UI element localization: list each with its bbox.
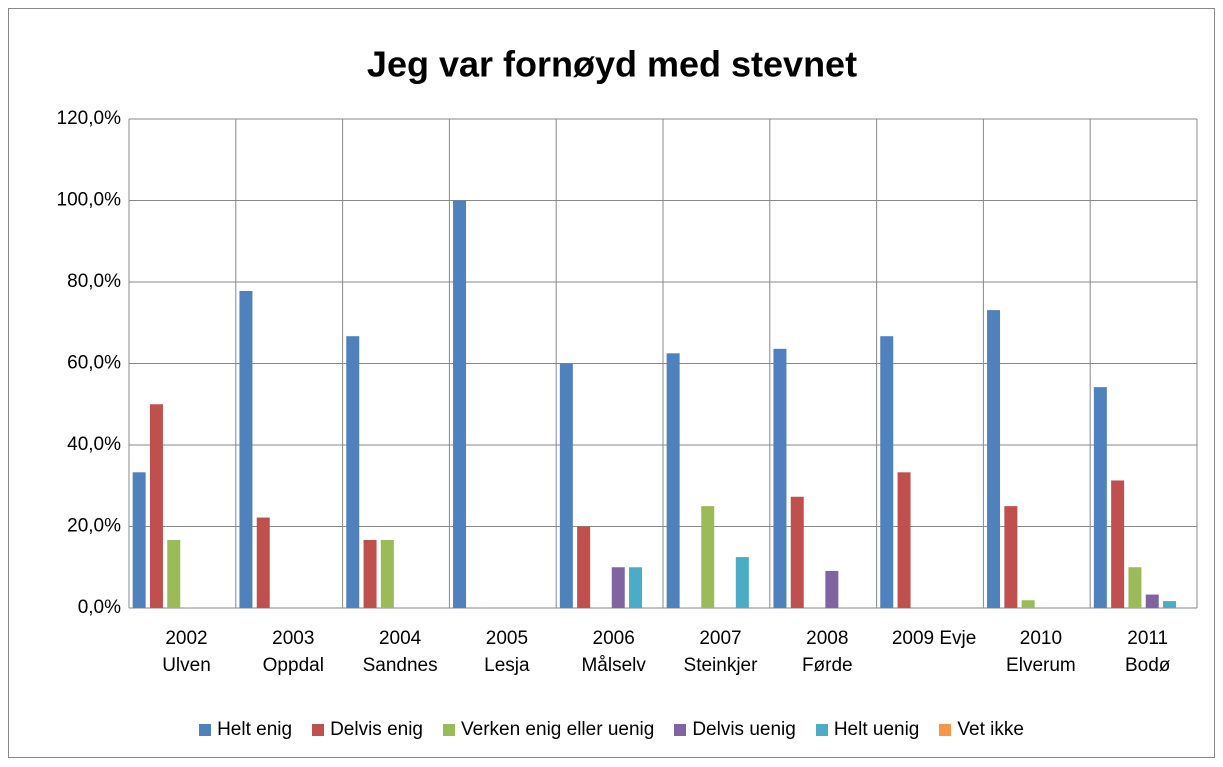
bar bbox=[987, 310, 1001, 608]
x-tick-label: 2005 Lesja bbox=[484, 628, 530, 676]
bar bbox=[735, 557, 749, 608]
bar bbox=[363, 539, 377, 608]
y-tick-label: 0,0% bbox=[78, 597, 121, 618]
bar bbox=[611, 567, 625, 608]
legend-item: Helt enig bbox=[199, 719, 292, 741]
bar bbox=[666, 353, 680, 608]
bar bbox=[1093, 387, 1107, 608]
bar bbox=[1145, 594, 1159, 608]
x-tick-label: 2003 Oppdal bbox=[262, 628, 324, 676]
bar bbox=[773, 348, 787, 608]
bar bbox=[701, 506, 715, 608]
legend-item: Helt uenig bbox=[815, 719, 920, 741]
bar bbox=[256, 517, 270, 608]
legend-item: Delvis uenig bbox=[674, 719, 796, 741]
x-tick-label: 2002 Ulven bbox=[162, 628, 211, 676]
x-tick-label: 2004 Sandnes bbox=[362, 628, 438, 676]
y-tick-label: 60,0% bbox=[67, 353, 121, 374]
legend-item: Verken enig eller uenig bbox=[443, 719, 654, 741]
x-tick-label: 2009 Evje bbox=[891, 628, 977, 649]
y-tick-label: 80,0% bbox=[67, 271, 121, 292]
bar bbox=[1004, 506, 1018, 608]
legend-label: Delvis enig bbox=[330, 719, 423, 740]
bar bbox=[629, 567, 643, 608]
bar bbox=[239, 290, 253, 608]
legend-swatch bbox=[815, 724, 828, 736]
legend-swatch bbox=[199, 724, 212, 736]
bar bbox=[1111, 480, 1125, 608]
legend-label: Delvis uenig bbox=[692, 719, 796, 740]
chart-title: Jeg var fornøyd med stevnet bbox=[367, 44, 857, 85]
legend-swatch bbox=[443, 724, 455, 736]
bar bbox=[167, 539, 181, 608]
bar bbox=[380, 539, 394, 608]
x-tick-label: 2007 Steinkjer bbox=[683, 628, 758, 676]
bar bbox=[1128, 567, 1142, 608]
bar bbox=[132, 472, 146, 608]
legend-label: Vet ikke bbox=[957, 719, 1024, 740]
bar bbox=[149, 404, 163, 608]
bar bbox=[346, 336, 360, 608]
bar bbox=[897, 472, 911, 608]
bar bbox=[559, 363, 573, 608]
legend-label: Helt uenig bbox=[833, 719, 920, 740]
bar bbox=[825, 570, 839, 608]
legend-item: Delvis enig bbox=[312, 719, 423, 741]
bar bbox=[1021, 600, 1035, 608]
legend-item: Vet ikke bbox=[939, 719, 1024, 741]
bar bbox=[453, 200, 467, 608]
y-tick-label: 100,0% bbox=[57, 190, 122, 211]
y-tick-label: 120,0% bbox=[57, 108, 122, 129]
bar bbox=[880, 336, 894, 608]
x-tick-label: 2010 Elverum bbox=[1006, 628, 1076, 676]
chart-border bbox=[8, 8, 1215, 758]
y-tick-label: 20,0% bbox=[67, 516, 121, 537]
x-tick-label: 2011 Bodø bbox=[1124, 628, 1171, 676]
legend-swatch bbox=[674, 724, 687, 736]
legend: Helt enig Delvis enig Verken enig eller ue… bbox=[0, 719, 1223, 741]
legend-label: Verken enig eller uenig bbox=[461, 719, 655, 740]
legend-swatch bbox=[312, 724, 325, 736]
bar bbox=[577, 526, 591, 608]
y-tick-label: 40,0% bbox=[67, 434, 121, 455]
x-tick-label: 2008 Førde bbox=[801, 628, 853, 676]
bar bbox=[790, 496, 804, 608]
bar bbox=[1163, 601, 1177, 608]
legend-label: Helt enig bbox=[217, 719, 293, 740]
legend-swatch bbox=[939, 724, 952, 736]
x-tick-label: 2006 Målselv bbox=[581, 628, 646, 676]
